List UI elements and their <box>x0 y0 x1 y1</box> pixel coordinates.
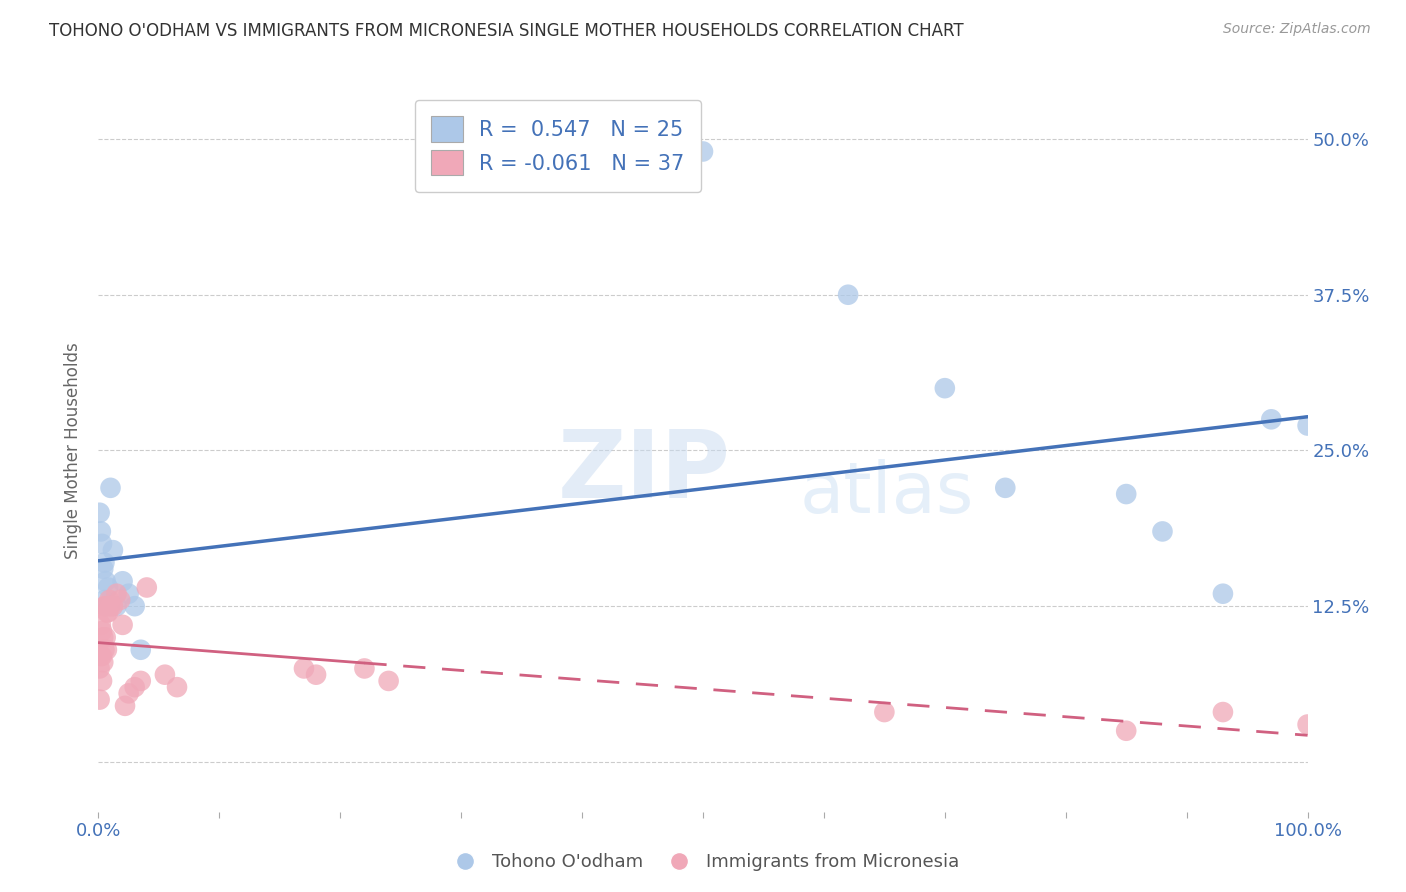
Point <box>934 381 956 395</box>
Point <box>91 537 114 551</box>
Point <box>91 648 114 663</box>
Point <box>97 606 120 620</box>
Point <box>692 145 714 159</box>
Point <box>837 287 859 301</box>
Point <box>1115 487 1137 501</box>
Point <box>90 648 112 663</box>
Text: Source: ZipAtlas.com: Source: ZipAtlas.com <box>1223 22 1371 37</box>
Point <box>124 599 146 614</box>
Point <box>100 599 122 614</box>
Point <box>96 606 118 620</box>
Point <box>93 599 115 614</box>
Point <box>129 673 152 688</box>
Point <box>1296 717 1319 731</box>
Text: atlas: atlas <box>800 459 974 528</box>
Legend: Tohono O'odham, Immigrants from Micronesia: Tohono O'odham, Immigrants from Micrones… <box>440 847 966 879</box>
Point <box>94 599 117 614</box>
Point <box>1152 524 1174 539</box>
Text: TOHONO O'ODHAM VS IMMIGRANTS FROM MICRONESIA SINGLE MOTHER HOUSEHOLDS CORRELATIO: TOHONO O'ODHAM VS IMMIGRANTS FROM MICRON… <box>49 22 965 40</box>
Point <box>105 599 128 614</box>
Point <box>1260 412 1282 426</box>
Point <box>108 593 131 607</box>
Point <box>93 642 115 657</box>
Point <box>377 673 399 688</box>
Point <box>101 599 124 614</box>
Point <box>153 667 176 681</box>
Point <box>101 543 124 558</box>
Point <box>292 661 315 675</box>
Point <box>129 642 152 657</box>
Point <box>1212 587 1234 601</box>
Point <box>873 705 896 719</box>
Point <box>1296 418 1319 433</box>
Point <box>105 587 128 601</box>
Point <box>353 661 375 675</box>
Point <box>90 524 112 539</box>
Point <box>93 556 115 570</box>
Point <box>90 618 112 632</box>
Text: ZIP: ZIP <box>558 426 731 518</box>
Point <box>94 630 117 644</box>
Point <box>305 667 328 681</box>
Point <box>1115 723 1137 738</box>
Point <box>118 686 141 700</box>
Legend: R =  0.547   N = 25, R = -0.061   N = 37: R = 0.547 N = 25, R = -0.061 N = 37 <box>415 100 702 192</box>
Point <box>96 599 118 614</box>
Point <box>100 481 122 495</box>
Point <box>96 642 118 657</box>
Point <box>135 581 157 595</box>
Point <box>118 587 141 601</box>
Point <box>111 574 134 589</box>
Point <box>114 698 136 713</box>
Point <box>89 692 111 706</box>
Point <box>94 574 117 589</box>
Point <box>91 630 114 644</box>
Point <box>91 655 114 669</box>
Point <box>91 673 114 688</box>
Point <box>994 481 1017 495</box>
Point <box>91 624 114 639</box>
Point <box>166 680 188 694</box>
Point <box>98 593 121 607</box>
Point <box>89 661 111 675</box>
Point <box>1212 705 1234 719</box>
Point <box>124 680 146 694</box>
Point <box>97 581 120 595</box>
Point <box>89 506 111 520</box>
Point <box>91 562 114 576</box>
Point <box>111 618 134 632</box>
Point <box>93 593 115 607</box>
Y-axis label: Single Mother Households: Single Mother Households <box>65 343 83 558</box>
